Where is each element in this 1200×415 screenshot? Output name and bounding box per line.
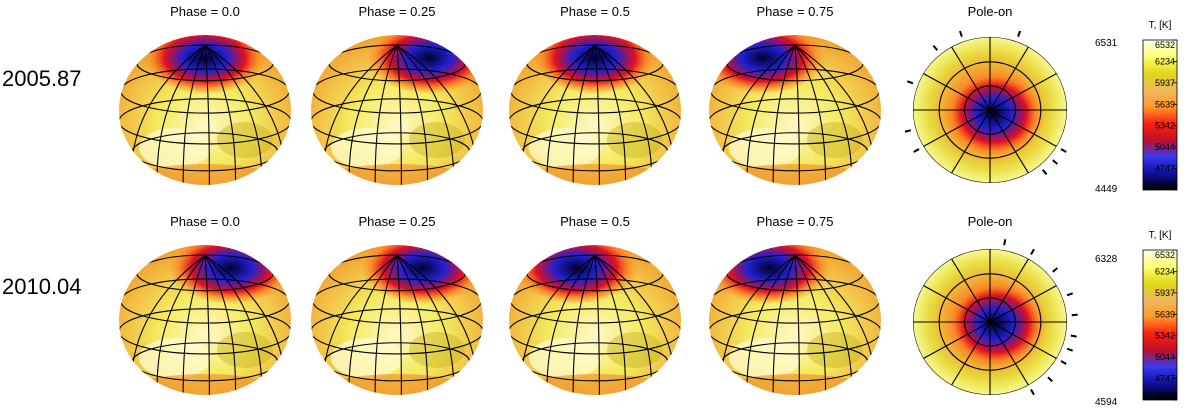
- phase-tick: [1017, 30, 1022, 38]
- phase-tick: [1071, 313, 1078, 317]
- phase-label-1: Phase = 0.25: [359, 4, 436, 19]
- epoch-label: 2010.04: [2, 274, 82, 299]
- phase-label-0: Phase = 0.0: [170, 214, 240, 229]
- star-map-phase-025: [309, 33, 485, 187]
- star-map-phase-075: [707, 33, 883, 187]
- range-max-label: 6531: [1095, 38, 1118, 49]
- phase-tick: [904, 129, 912, 133]
- phase-tick: [913, 148, 920, 153]
- polar-spot: [946, 280, 1046, 368]
- phase-tick: [1030, 248, 1035, 255]
- colorbar-tick-label: 4747: [1155, 374, 1175, 384]
- phase-tick: [1030, 389, 1035, 396]
- star-map-phase-025: [309, 243, 485, 397]
- polar-spot: [533, 34, 657, 94]
- phase-tick: [1066, 347, 1074, 352]
- phase-tick: [1060, 360, 1067, 365]
- range-max-label: 6328: [1095, 254, 1118, 265]
- phase-tick: [1060, 148, 1067, 153]
- colorbar-tick-label: 5639: [1155, 309, 1175, 319]
- range-min-label: 4449: [1095, 184, 1118, 195]
- phase-tick: [906, 80, 914, 85]
- star-map-phase-0: [117, 243, 293, 397]
- phase-tick: [1070, 334, 1077, 338]
- colorbar-tick-label: 6532: [1155, 40, 1175, 50]
- phase-tick: [958, 30, 963, 38]
- star-map-pole-on: [904, 30, 1067, 183]
- polar-spot: [168, 244, 292, 304]
- colorbar-tick-label: 6234: [1155, 56, 1175, 66]
- star-map-phase-05: [507, 243, 683, 397]
- polar-spot: [143, 34, 267, 94]
- colorbar-tick-label: 5937: [1155, 78, 1175, 88]
- colorbar-tick-label: 4449: [1155, 181, 1175, 191]
- star-map-phase-05: [507, 33, 683, 187]
- star-map-pole-on: [913, 239, 1078, 396]
- colorbar-unit-label: T, [K]: [1149, 230, 1172, 241]
- phase-tick: [1041, 169, 1048, 175]
- temperature-colorbar: 6532 6234 5937 5639 5342 5044 4747 4449: [1142, 249, 1178, 401]
- colorbar-tick-label: 5937: [1155, 288, 1175, 298]
- polar-spot: [944, 70, 1044, 158]
- phase-label-0: Phase = 0.0: [170, 4, 240, 19]
- phase-tick: [1052, 267, 1059, 273]
- phase-tick: [1066, 292, 1074, 297]
- phase-label-3: Phase = 0.75: [757, 4, 834, 19]
- colorbar-unit-label: T, [K]: [1149, 20, 1172, 31]
- colorbar-tick-label: 5044: [1155, 352, 1175, 362]
- range-min-label: 4594: [1095, 397, 1118, 408]
- star-map-phase-075: [707, 243, 883, 397]
- colorbar-tick-label: 5342: [1155, 331, 1175, 341]
- colorbar-tick-label: 6532: [1155, 250, 1175, 260]
- phase-tick: [1047, 376, 1053, 383]
- colorbar-tick-label: 5044: [1155, 142, 1175, 152]
- star-map-phase-0: [117, 33, 293, 187]
- colorbar-gradient: [1142, 39, 1178, 191]
- polar-spot: [360, 244, 484, 304]
- colorbar-gradient: [1142, 249, 1178, 401]
- row-2005: 2005.87 Phase = 0.0 Phase = 0.25 Phase =…: [2, 4, 1178, 195]
- phase-tick: [1003, 239, 1007, 246]
- colorbar-tick-label: 4747: [1155, 164, 1175, 174]
- row-2010: 2010.04 Phase = 0.0 Phase = 0.25 Phase =…: [2, 214, 1178, 408]
- phase-tick: [932, 45, 939, 51]
- colorbar-tick-label: 6234: [1155, 266, 1175, 276]
- phase-tick: [1052, 159, 1059, 165]
- colorbar-tick-label: 5342: [1155, 121, 1175, 131]
- colorbar-tick-label: 4449: [1155, 391, 1175, 401]
- pole-on-label: Pole-on: [968, 214, 1013, 229]
- phase-label-2: Phase = 0.5: [560, 214, 630, 229]
- phase-label-3: Phase = 0.75: [757, 214, 834, 229]
- pole-on-label: Pole-on: [968, 4, 1013, 19]
- phase-label-1: Phase = 0.25: [359, 214, 436, 229]
- temperature-colorbar: 6532 6234 5937 5639 5342 5044 4747 4449: [1142, 39, 1178, 191]
- epoch-label: 2005.87: [2, 66, 82, 91]
- colorbar-tick-label: 5639: [1155, 99, 1175, 109]
- phase-label-2: Phase = 0.5: [560, 4, 630, 19]
